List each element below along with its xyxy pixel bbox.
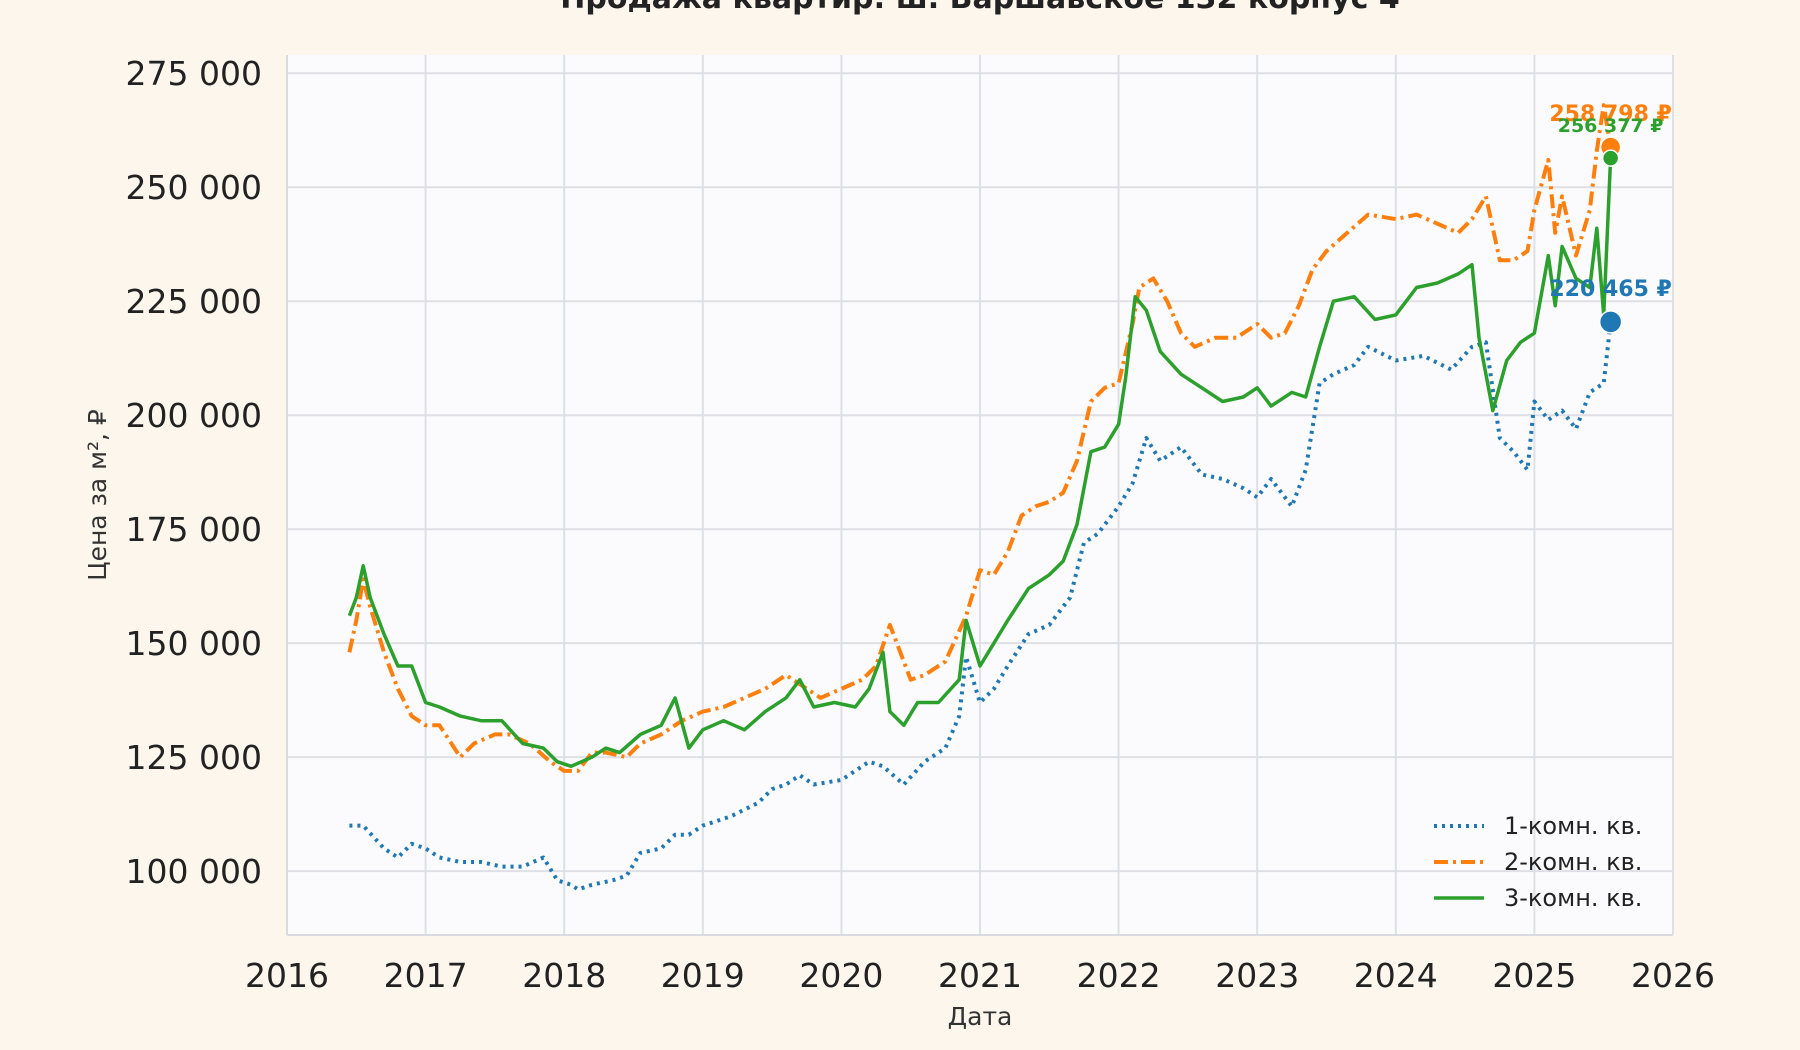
end-value-label: 220 465 ₽ (1549, 277, 1671, 302)
end-marker (1598, 310, 1623, 334)
end-value-label: 256 377 ₽ (1558, 115, 1664, 137)
y-tick-label: 100 000 (126, 852, 262, 891)
y-tick-label: 200 000 (126, 396, 262, 435)
y-axis-label: Цена за м², ₽ (83, 409, 112, 581)
legend-label: 1-комн. кв. (1504, 812, 1642, 840)
axis-lines (286, 55, 1673, 936)
y-tick-label: 250 000 (126, 168, 262, 207)
x-tick-label: 2018 (522, 956, 606, 995)
legend: 1-комн. кв. 2-комн. кв. 3-комн. кв. (1434, 812, 1642, 912)
chart-title: Продажа квартир: ш. Варшавское 132 корпу… (560, 0, 1399, 16)
end-value-label: 258 798 ₽ (1549, 102, 1671, 127)
x-tick-label: 2025 (1492, 956, 1576, 995)
end-markers (1598, 136, 1623, 334)
x-tick-label: 2019 (661, 956, 745, 995)
tick-labels: 2016 2017 2018 2019 2020 2021 2022 2023 2024 2025… (126, 54, 1715, 995)
y-tick-label: 225 000 (126, 282, 262, 321)
y-tick-label: 125 000 (126, 738, 262, 777)
legend-label: 3-комн. кв. (1504, 884, 1642, 912)
x-tick-label: 2021 (938, 956, 1022, 995)
x-tick-label: 2022 (1077, 956, 1161, 995)
x-tick-label: 2023 (1215, 956, 1299, 995)
y-tick-label: 150 000 (126, 624, 262, 663)
x-tick-label: 2017 (384, 956, 468, 995)
y-tick-label: 175 000 (126, 510, 262, 549)
x-tick-label: 2016 (245, 956, 329, 995)
end-annotations: 258 798 ₽256 377 ₽ 220 465 ₽ (1549, 102, 1671, 302)
series-line (347, 103, 1613, 773)
x-tick-label: 2026 (1631, 956, 1715, 995)
series-lines (347, 103, 1613, 892)
x-tick-label: 2020 (799, 956, 883, 995)
series-line (347, 158, 1613, 769)
grid (286, 55, 1674, 935)
x-axis-label: Дата (948, 1002, 1013, 1031)
end-marker (1601, 149, 1620, 167)
x-tick-label: 2024 (1354, 956, 1438, 995)
y-tick-label: 275 000 (126, 54, 262, 93)
legend-label: 2-комн. кв. (1504, 848, 1642, 876)
